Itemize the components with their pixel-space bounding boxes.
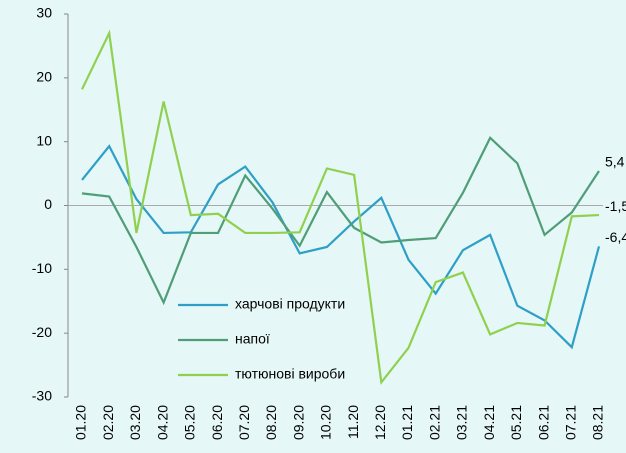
data-label: 5,4 [605, 154, 625, 170]
x-tick-label: 09.20 [290, 405, 306, 440]
y-tick-label: -30 [32, 388, 52, 404]
x-tick-label: 10.20 [318, 405, 334, 440]
x-tick-label: 12.20 [372, 405, 388, 440]
y-tick-label: -10 [32, 260, 52, 276]
x-tick-label: 05.21 [508, 405, 524, 440]
x-tick-label: 11.20 [345, 405, 361, 439]
x-tick-label: 05.20 [182, 405, 198, 440]
legend-label: харчові продукти [235, 296, 345, 312]
x-tick-label: 03.20 [127, 405, 143, 440]
x-tick-label: 04.20 [154, 405, 170, 440]
series-line [81, 29, 600, 386]
y-tick-label: -20 [32, 324, 52, 340]
x-tick-label: 01.21 [399, 405, 415, 440]
x-tick-label: 06.20 [209, 405, 225, 440]
x-tick-label: 07.21 [562, 405, 578, 440]
x-tick-label: 03.21 [454, 405, 470, 440]
x-tick-label: 01.20 [73, 405, 89, 440]
data-label: -1,5 [605, 198, 626, 214]
y-tick-label: 30 [36, 5, 52, 21]
legend-label: тютюнові вироби [235, 366, 345, 382]
series-line [81, 136, 600, 306]
x-tick-label: 06.21 [535, 405, 551, 440]
legend-label: напої [235, 331, 270, 347]
y-tick-label: 0 [44, 196, 52, 212]
x-tick-label: 02.20 [100, 405, 116, 440]
x-tick-label: 04.21 [481, 405, 497, 440]
y-tick-label: 20 [36, 69, 52, 85]
y-tick-label: 10 [36, 132, 52, 148]
series-line [81, 144, 601, 350]
x-tick-label: 02.21 [426, 405, 442, 440]
x-tick-label: 07.20 [236, 405, 252, 440]
x-tick-label: 08.20 [263, 405, 279, 440]
data-label: -6,4 [605, 229, 626, 245]
x-tick-label: 08.21 [590, 405, 606, 440]
